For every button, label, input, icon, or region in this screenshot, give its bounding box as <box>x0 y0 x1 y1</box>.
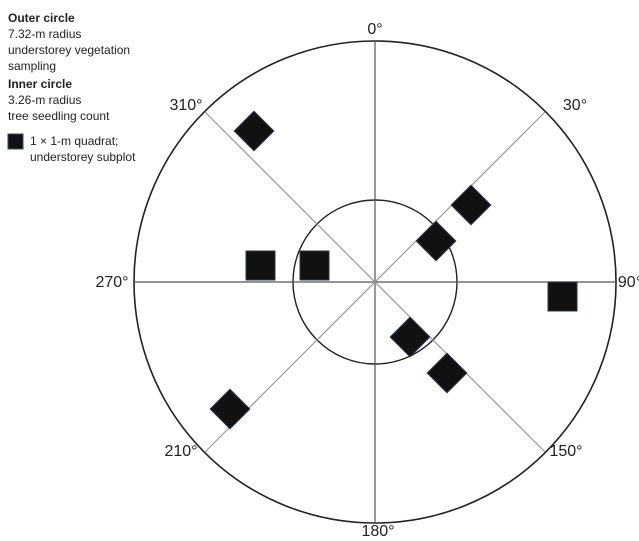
plot-layout <box>133 40 617 524</box>
quadrat <box>450 184 492 226</box>
quadrat <box>233 110 275 152</box>
legend-text: understorey vegetation <box>8 43 130 57</box>
legend-text: 7.32-m radius <box>8 27 81 41</box>
angle-label: 180° <box>361 523 394 540</box>
angle-label: 150° <box>549 443 582 460</box>
angle-label: 30° <box>563 97 587 114</box>
angle-label: 310° <box>169 97 202 114</box>
angle-label: 90° <box>618 274 639 291</box>
legend-text: sampling <box>8 59 56 73</box>
legend-text: 1 × 1-m quadrat; <box>30 134 118 148</box>
legend-text: tree seedling count <box>8 109 110 123</box>
legend-text: understorey subplot <box>30 150 136 164</box>
angle-label: 270° <box>95 274 128 291</box>
quadrat <box>299 250 330 281</box>
legend-title: Inner circle <box>8 77 72 91</box>
legend-title: Outer circle <box>8 11 75 25</box>
quadrat <box>389 316 431 358</box>
angle-labels: 0° 30° 90° 150° 180° 210° 270° 310° <box>95 21 639 540</box>
legend: Outer circle 7.32-m radius understorey v… <box>7 11 136 164</box>
angle-label: 0° <box>367 21 382 38</box>
quadrat <box>245 250 276 281</box>
axis-line <box>204 111 546 453</box>
quadrats <box>209 110 578 430</box>
quadrat <box>426 352 468 394</box>
quadrat <box>415 220 457 262</box>
angle-label: 210° <box>164 443 197 460</box>
quadrat <box>547 281 578 312</box>
legend-text: 3.26-m radius <box>8 93 81 107</box>
quadrat <box>209 388 251 430</box>
legend-swatch <box>7 133 24 150</box>
